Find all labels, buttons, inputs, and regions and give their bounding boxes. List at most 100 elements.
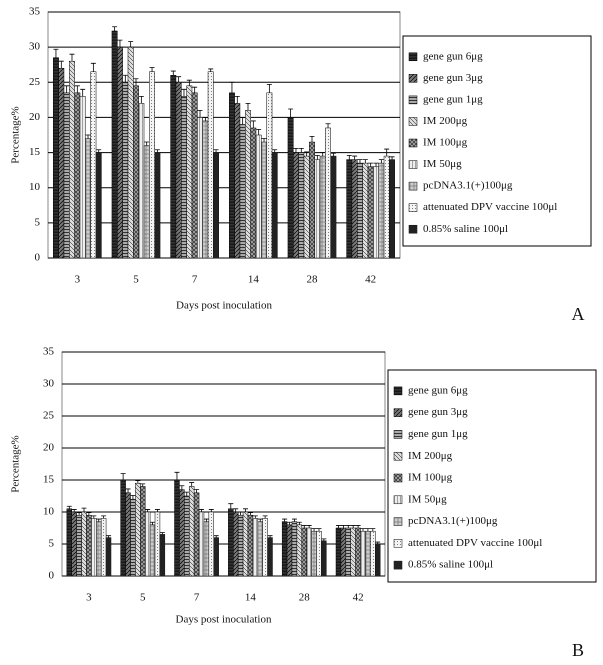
- error-bar: [370, 528, 376, 532]
- legend-label: attenuated DPV vaccine 100μl: [408, 537, 542, 549]
- bar-hatch: [53, 57, 59, 258]
- bar-hatch: [378, 163, 385, 258]
- bar-hatch: [330, 156, 337, 258]
- bar-hatch: [257, 521, 263, 576]
- bar-hatch: [175, 82, 182, 259]
- error-bar: [311, 528, 317, 532]
- error-bar: [140, 483, 146, 487]
- error-bar: [316, 528, 322, 532]
- error-bar: [213, 535, 219, 538]
- error-bar: [261, 138, 267, 143]
- y-tick-label: 0: [49, 570, 55, 582]
- bar-hatch: [245, 110, 251, 259]
- bar-hatch: [311, 531, 317, 576]
- bar-hatch: [159, 534, 165, 576]
- bar-hatch: [74, 92, 81, 258]
- error-bar: [306, 525, 312, 528]
- x-tick-label: 3: [75, 274, 81, 286]
- bar-hatch: [229, 92, 235, 258]
- x-tick-label: 5: [133, 274, 139, 286]
- bar-hatch: [346, 159, 352, 258]
- bar-hatch: [202, 120, 209, 258]
- error-bar: [282, 518, 288, 522]
- bar-hatch: [111, 30, 118, 258]
- error-bar: [287, 521, 293, 525]
- legend-swatch-hatch: [394, 408, 402, 417]
- legend-label: IM 200μg: [423, 115, 468, 127]
- legend-label: gene gun 3μg: [423, 72, 483, 84]
- legend-swatch-hatch: [409, 52, 417, 61]
- bar-hatch: [296, 524, 302, 576]
- bar-hatch: [345, 528, 351, 576]
- y-tick-label: 10: [43, 506, 55, 518]
- error-bar: [288, 108, 294, 118]
- error-bar: [106, 535, 112, 538]
- error-bar: [357, 159, 363, 164]
- error-bar: [252, 515, 258, 519]
- error-bar: [296, 521, 302, 525]
- legend-box: [402, 35, 592, 247]
- legend-swatch-hatch: [409, 160, 417, 169]
- legend-swatch-hatch: [394, 386, 402, 395]
- legend-label: IM 100μg: [408, 472, 453, 484]
- panel-label: B: [572, 640, 584, 660]
- bar-hatch: [357, 163, 363, 258]
- x-tick-label: 42: [353, 592, 364, 604]
- error-bar: [174, 471, 180, 480]
- error-bar: [301, 525, 307, 528]
- legend-swatch-hatch: [394, 474, 402, 482]
- y-tick-label: 35: [43, 346, 55, 358]
- bar-hatch: [287, 117, 294, 258]
- error-bar: [309, 136, 315, 143]
- bar-hatch: [145, 512, 151, 576]
- error-bar: [345, 525, 351, 528]
- bar-hatch: [149, 71, 155, 258]
- bar-hatch: [199, 512, 204, 576]
- bar-hatch: [272, 152, 278, 258]
- bar-hatch: [367, 166, 374, 258]
- error-bar: [145, 509, 151, 512]
- panel-label: A: [572, 304, 585, 324]
- bar-hatch: [320, 156, 326, 258]
- x-tick-label: 7: [194, 592, 200, 604]
- error-bar: [128, 41, 134, 48]
- legend-label: gene gun 3μg: [408, 406, 468, 418]
- error-bar: [181, 88, 187, 97]
- error-bar: [176, 76, 182, 83]
- bar-hatch: [120, 480, 126, 576]
- error-bar: [375, 541, 381, 544]
- bar-hatch: [208, 512, 214, 576]
- x-tick-label: 7: [192, 274, 198, 286]
- bar-hatch: [150, 524, 156, 576]
- error-bar: [368, 162, 374, 167]
- legend-label: IM 100μg: [423, 137, 468, 149]
- error-bar: [154, 149, 160, 153]
- legend-label: attenuated DPV vaccine 100μl: [423, 201, 557, 213]
- bar-hatch: [336, 528, 341, 576]
- error-bar: [96, 518, 102, 522]
- x-tick-label: 3: [86, 592, 92, 604]
- bar-hatch: [197, 117, 203, 258]
- bar-hatch: [208, 71, 214, 258]
- error-bar: [346, 154, 352, 160]
- legend-swatch-hatch: [394, 539, 402, 548]
- legend-label: 0.85% saline 100μl: [423, 223, 508, 235]
- y-axis-title: Percentage%: [10, 106, 22, 163]
- bar-hatch: [203, 521, 209, 576]
- error-bar: [234, 95, 240, 104]
- error-bar: [243, 508, 249, 512]
- bar-hatch: [80, 96, 86, 258]
- error-bar: [159, 532, 165, 535]
- y-tick-label: 15: [43, 474, 55, 486]
- bar-hatch: [127, 47, 134, 259]
- error-bar: [238, 511, 244, 516]
- error-bar: [267, 535, 273, 538]
- y-tick-label: 30: [29, 41, 41, 53]
- bar-hatch: [154, 152, 161, 258]
- bar-hatch: [261, 142, 267, 258]
- error-bar: [64, 85, 70, 93]
- bar-hatch: [191, 92, 198, 258]
- x-tick-label: 28: [307, 274, 319, 286]
- y-tick-label: 20: [43, 442, 55, 454]
